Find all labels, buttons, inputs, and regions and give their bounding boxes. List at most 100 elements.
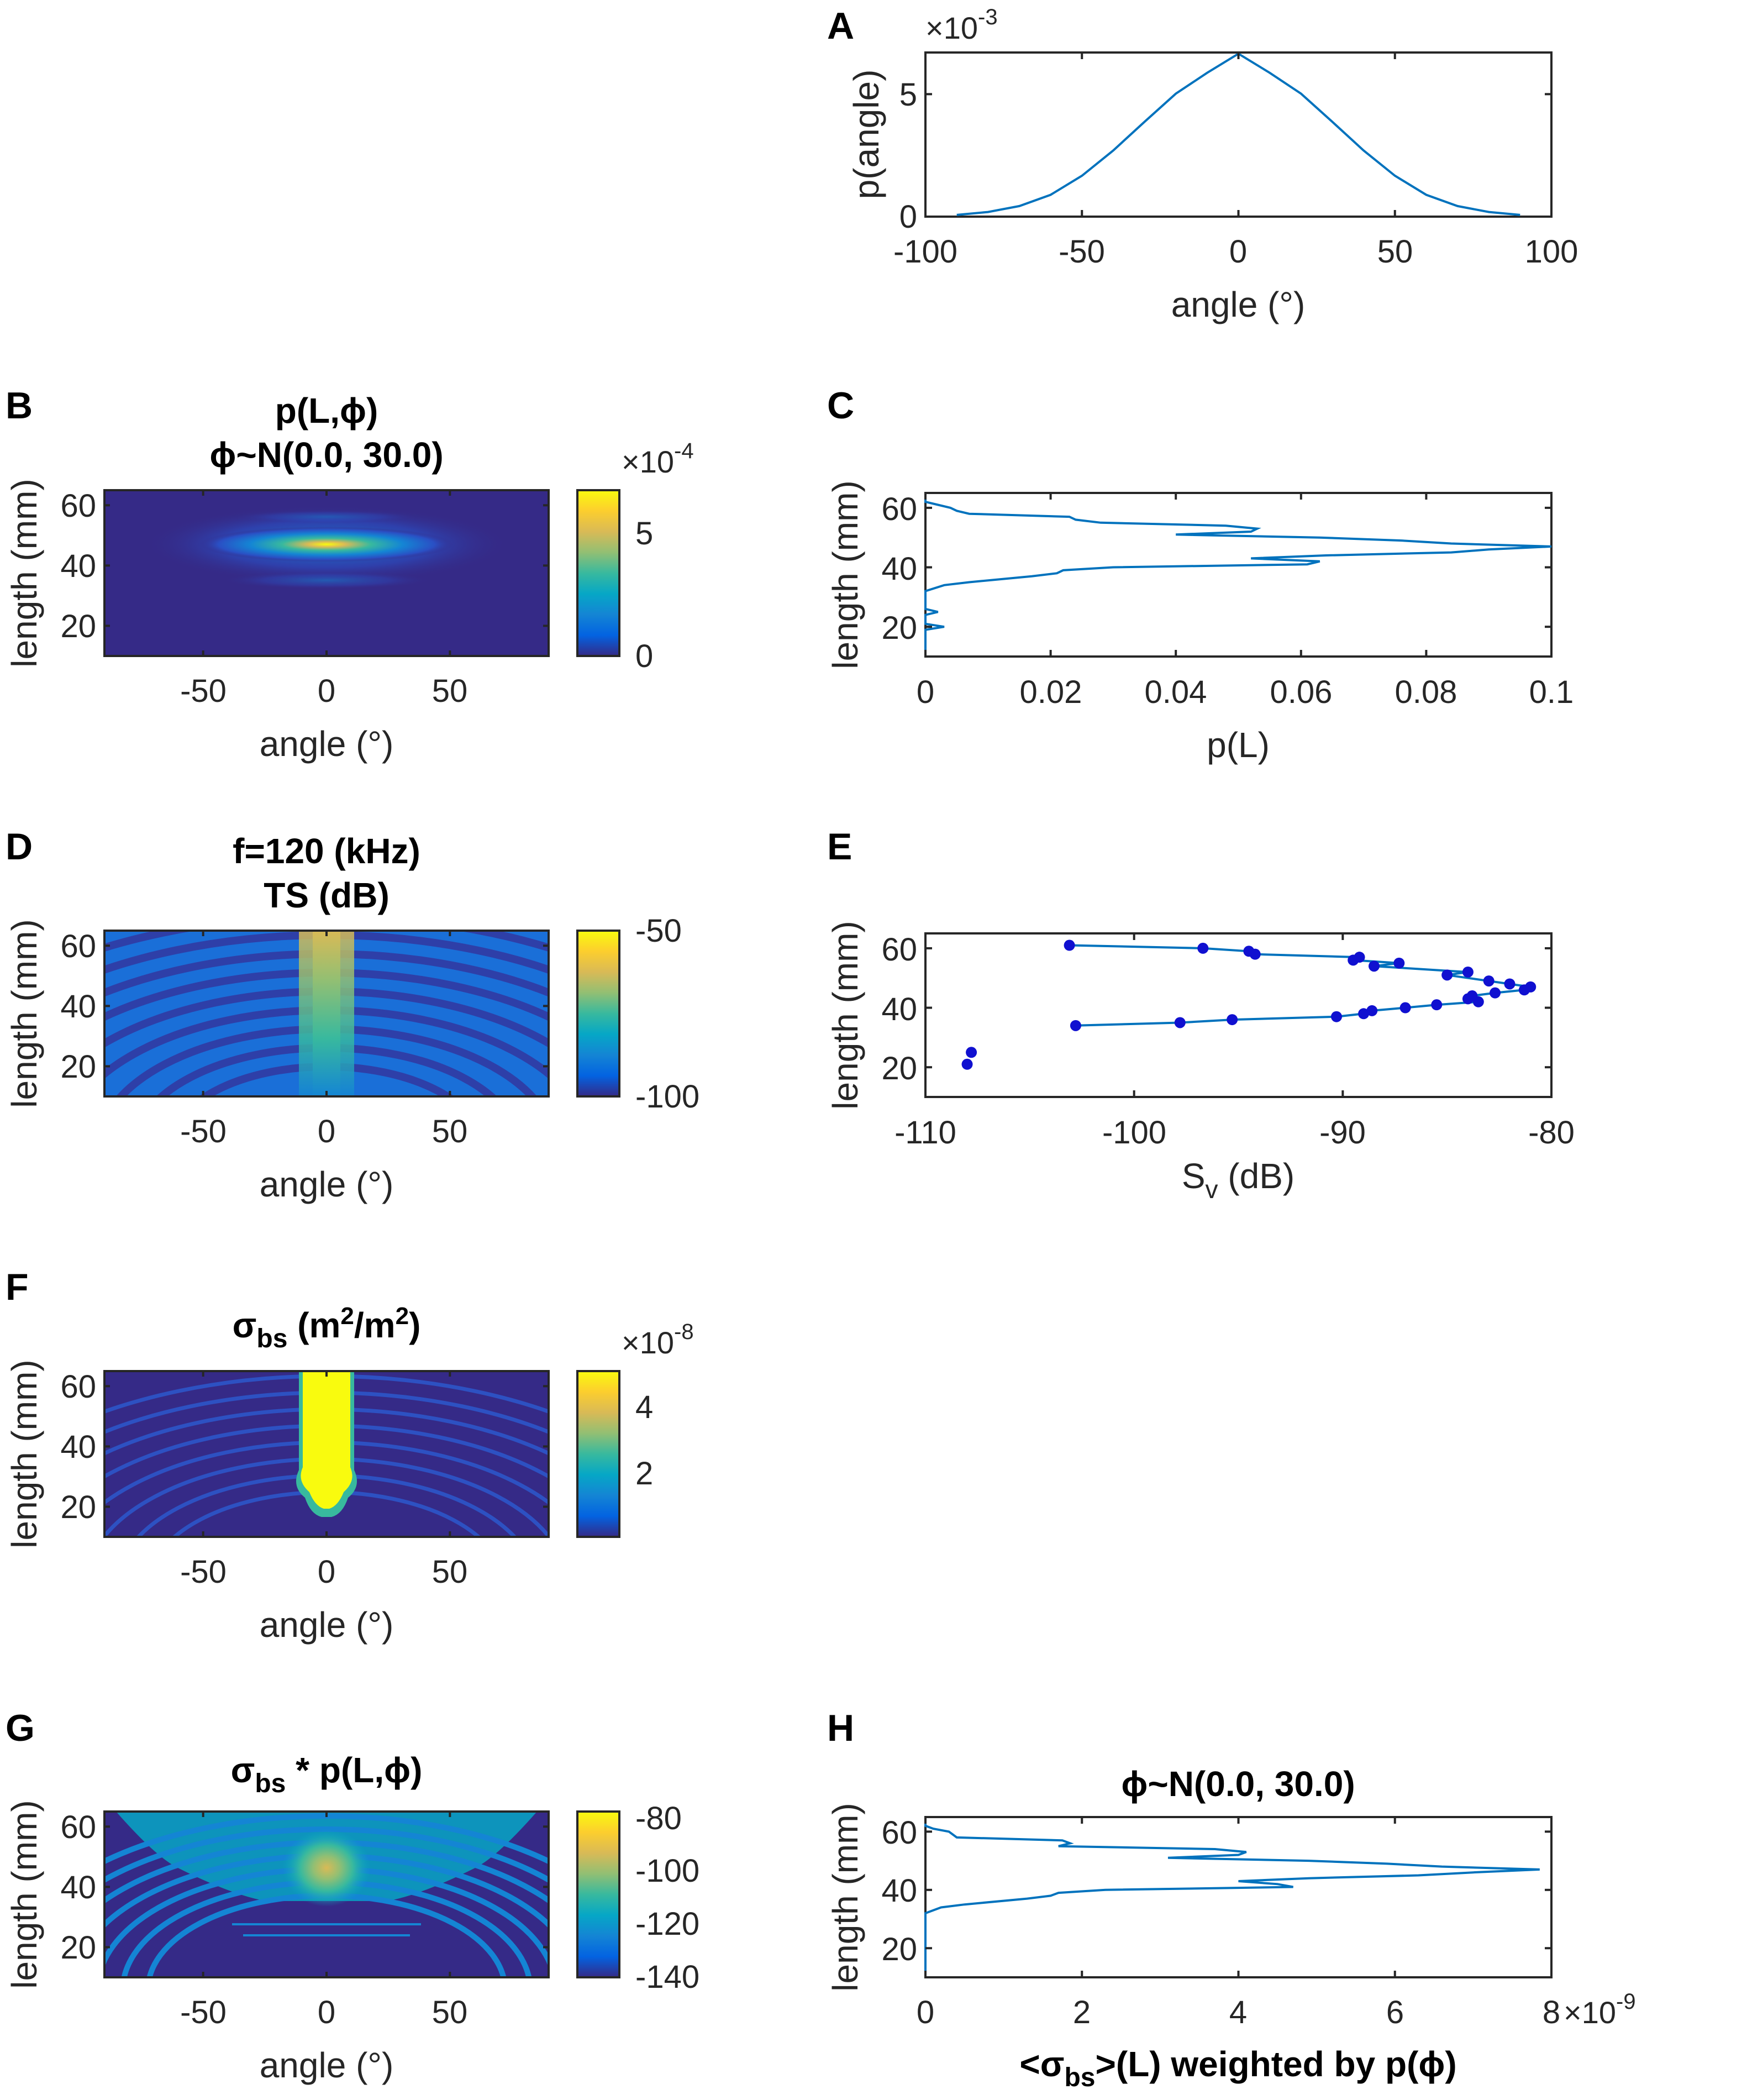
scatter-points-e [961, 939, 1536, 1070]
y-axis-label-g: length (mm) [4, 1800, 44, 1988]
x-tick-c-5: 0.1 [1529, 674, 1574, 710]
x-tick-a-1: -50 [1059, 234, 1105, 270]
panel-a: -100 -50 0 50 100 0 5 ×10-3 angle (°) p(… [846, 5, 1578, 324]
y-tick-c-1: 40 [881, 551, 917, 587]
title-b-line2: ϕ~N(0.0, 30.0) [209, 435, 443, 475]
title-f: σbs (m2/m2) [233, 1303, 421, 1353]
heatmap-f [104, 1371, 549, 1537]
colorbar-tick-g-2: -120 [635, 1906, 699, 1942]
scatter-point [1064, 939, 1075, 951]
x-axis-label-c: p(L) [1207, 725, 1270, 765]
colorbar-exponent-b: ×10-4 [622, 439, 694, 479]
y-tick-d-0: 20 [60, 1049, 96, 1085]
colorbar-tick-g-0: -80 [635, 1800, 682, 1836]
y-tick-d-2: 60 [60, 928, 96, 964]
panel-g: σbs * p(L,ϕ) -80 -100 -120 -140 -50 0 50… [4, 1750, 699, 2085]
y-tick-e-1: 40 [881, 991, 917, 1027]
x-tick-e-1: -100 [1102, 1115, 1166, 1151]
y-tick-b-0: 20 [60, 608, 96, 644]
x-tick-g-0: -50 [180, 1994, 227, 2030]
x-tick-d-2: 50 [432, 1114, 468, 1149]
colorbar-tick-b-1: 5 [635, 516, 653, 552]
x-axis-label-h: <σbs>(L) weighted by p(ϕ) [1019, 2044, 1456, 2092]
y-tick-e-0: 20 [881, 1051, 917, 1086]
y-tick-g-0: 20 [60, 1930, 96, 1966]
x-tick-h-4: 8 [1543, 1994, 1560, 2030]
x-tick-h-1: 2 [1073, 1994, 1091, 2030]
y-tick-g-1: 40 [60, 1870, 96, 1905]
y-tick-f-1: 40 [60, 1429, 96, 1465]
scatter-point [1070, 1020, 1081, 1031]
title-b-line1: p(L,ϕ) [275, 391, 378, 431]
scatter-point [1197, 942, 1209, 954]
x-tick-c-2: 0.04 [1145, 674, 1207, 710]
panel-d: f=120 (kHz) TS (dB) -50 -100 -50 0 50 20… [4, 831, 699, 1204]
tick-marks-b [104, 490, 549, 656]
x-tick-a-3: 50 [1377, 234, 1413, 270]
y-axis-label-b: length (mm) [4, 479, 44, 667]
scatter-point [1358, 1008, 1370, 1020]
y-tick-a-0: 0 [899, 199, 917, 235]
tick-marks-d [104, 931, 549, 1096]
y-axis-label-h: length (mm) [825, 1803, 865, 1991]
y-tick-h-2: 60 [881, 1815, 917, 1851]
scatter-point [1243, 946, 1255, 957]
colorbar-g [576, 1810, 620, 1978]
x-tick-a-4: 100 [1525, 234, 1578, 270]
x-axis-label-f: angle (°) [260, 1605, 394, 1645]
scatter-point [1227, 1014, 1238, 1026]
x-tick-g-2: 50 [432, 1994, 468, 2030]
plot-frame-e [924, 932, 1553, 1098]
panel-letter-c: C [827, 385, 854, 427]
x-tick-f-1: 0 [318, 1554, 335, 1590]
scatter-point [1525, 981, 1536, 993]
series-line-h [924, 1817, 1540, 1977]
tick-marks-e [924, 933, 1553, 1097]
series-line-c [924, 493, 1552, 657]
x-tick-f-2: 50 [432, 1554, 468, 1590]
colorbar-tick-f-1: 2 [635, 1456, 653, 1492]
scatter-point [1354, 952, 1365, 963]
scatter-point [1174, 1017, 1186, 1028]
series-line-a [956, 52, 1520, 216]
scatter-point [1393, 957, 1405, 969]
tick-marks-a [924, 53, 1553, 218]
scatter-point [1368, 960, 1380, 972]
colorbar-exponent-f: ×10-8 [622, 1320, 694, 1360]
x-tick-e-0: -110 [894, 1115, 956, 1151]
y-tick-b-2: 60 [60, 488, 96, 524]
y-tick-g-2: 60 [60, 1809, 96, 1845]
x-tick-h-2: 4 [1229, 1994, 1247, 2030]
panel-letter-g: G [6, 1707, 35, 1749]
y-axis-label-c: length (mm) [825, 480, 865, 669]
colorbar-f [576, 1370, 620, 1538]
plot-frame-c [924, 492, 1553, 658]
y-axis-label-e: length (mm) [825, 921, 865, 1109]
x-tick-c-0: 0 [917, 674, 934, 710]
x-tick-e-3: -80 [1528, 1115, 1575, 1151]
y-tick-e-2: 60 [881, 932, 917, 968]
x-tick-a-2: 0 [1229, 234, 1247, 270]
x-tick-a-0: -100 [893, 234, 957, 270]
y-exponent-a: ×10-3 [925, 5, 998, 45]
x-axis-label-b: angle (°) [260, 724, 394, 764]
x-tick-f-0: -50 [180, 1554, 227, 1590]
scatter-point [1366, 1005, 1378, 1016]
scatter-point [1462, 966, 1474, 978]
panel-b: p(L,ϕ) ϕ~N(0.0, 30.0) 0 5 ×10-4 -50 0 50… [4, 391, 694, 764]
scatter-point [1504, 978, 1516, 990]
y-axis-label-d: length (mm) [4, 919, 44, 1107]
x-tick-c-1: 0.02 [1020, 674, 1082, 710]
scatter-point [1441, 969, 1453, 981]
panel-letter-b: B [6, 385, 33, 427]
plot-frame-a [924, 51, 1553, 218]
colorbar-b [576, 489, 620, 657]
y-tick-c-2: 60 [881, 491, 917, 527]
tick-marks-h [924, 1817, 1553, 1977]
scatter-point [961, 1058, 973, 1070]
x-tick-c-4: 0.08 [1395, 674, 1457, 710]
y-axis-label-a: p(angle) [846, 70, 886, 200]
tick-marks-f [104, 1371, 549, 1537]
panel-letter-a: A [827, 5, 854, 47]
panel-f: σbs (m2/m2) 4 2 ×10-8 -50 0 50 20 40 60 … [4, 1303, 694, 1645]
